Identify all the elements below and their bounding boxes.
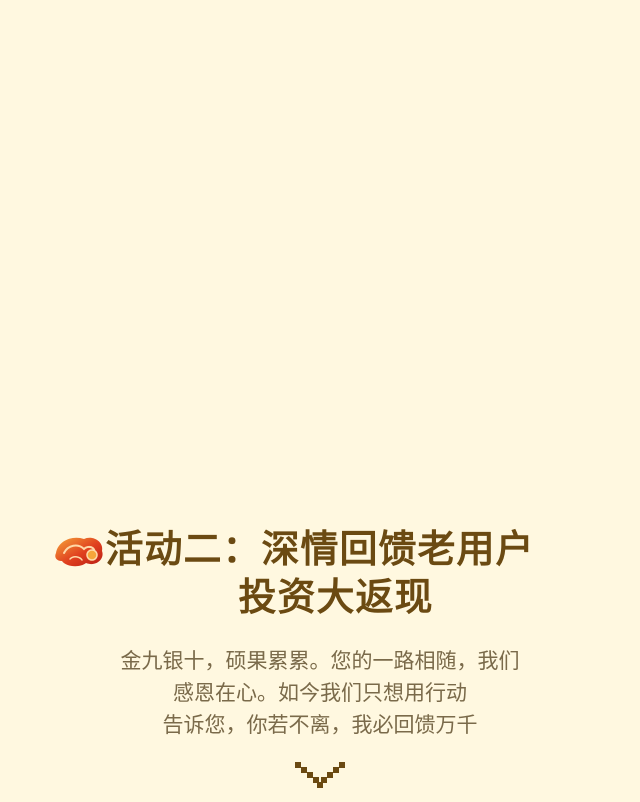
chevron-down-icon[interactable] [295,762,345,790]
description-line-2: 感恩在心。如今我们只想用行动 [173,681,467,705]
description-line-3: 告诉您，你若不离，我必回馈万千 [162,713,478,737]
activity-title: 活动二：深情回馈老用户 投资大返现 [0,525,640,621]
activity-title-line-2: 投资大返现 [238,575,434,619]
activity-description: 金九银十，硕果累累。您的一路相随，我们 感恩在心。如今我们只想用行动 告诉您，你… [0,645,640,741]
activity-title-line-1: 活动二：深情回馈老用户 [105,527,535,571]
description-line-1: 金九银十，硕果累累。您的一路相随，我们 [120,649,520,673]
hero-blank-area [0,0,640,520]
auspicious-cloud-icon [55,537,103,567]
